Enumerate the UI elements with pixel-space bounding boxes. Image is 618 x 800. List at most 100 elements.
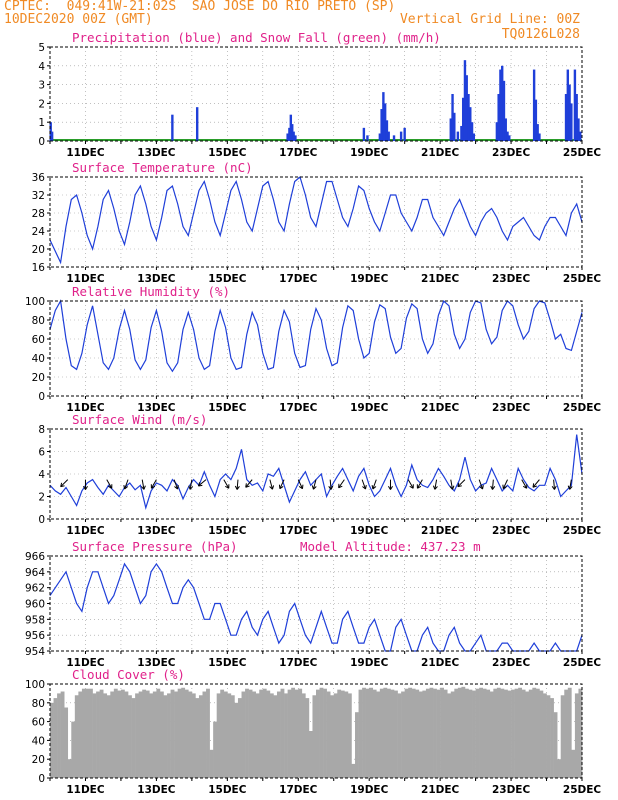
temp-ytick-label: 16 — [32, 262, 46, 274]
cloud-bar — [287, 689, 292, 778]
cloud-bar — [234, 702, 239, 778]
cloud-bar — [103, 693, 108, 778]
wind-arrow-head — [432, 485, 438, 490]
precip-bar — [286, 133, 289, 141]
cloud-bar — [124, 691, 129, 778]
cloud-xtick-label: 23DEC — [492, 784, 531, 796]
precip-bar — [291, 124, 294, 141]
pressure-ytick-label: 954 — [25, 646, 45, 658]
cloud-bar — [78, 691, 83, 778]
cloud-bar — [528, 689, 533, 778]
wind-xtick-label: 21DEC — [421, 525, 460, 537]
cloud-bar — [557, 759, 562, 778]
wind-arrow-head — [362, 485, 367, 490]
header-grid-note: Vertical Grid Line: 00Z — [399, 12, 580, 27]
cloud-bar — [117, 690, 122, 778]
cloud-bar — [248, 689, 253, 778]
cloud-bar — [486, 689, 491, 778]
precip-xtick-label: 17DEC — [279, 147, 318, 159]
precip-bar — [451, 94, 454, 141]
cloud-bar — [67, 759, 72, 778]
precip-xtick-label: 21DEC — [421, 147, 460, 159]
cloud-bar — [177, 688, 182, 778]
wind-arrow — [569, 479, 572, 490]
wind-arrow — [338, 479, 345, 489]
wind-arrow-head — [123, 485, 129, 490]
cloud-bar — [53, 698, 58, 778]
precip-bar — [382, 92, 385, 141]
pressure-xtick-label: 23DEC — [492, 657, 531, 669]
cloud-bar — [411, 688, 416, 778]
pressure-panel-annotation: Model Altitude: 437.23 m — [300, 539, 481, 554]
wind-panel-frame — [49, 428, 583, 520]
cloud-bar — [237, 698, 242, 778]
wind-arrow-head — [338, 483, 343, 489]
cloud-bar — [550, 698, 554, 778]
precip-bar — [366, 135, 369, 141]
cloud-bar — [521, 689, 526, 778]
wind-arrow — [532, 479, 540, 488]
cloud-bar — [284, 693, 288, 778]
wind-arrow — [407, 479, 414, 489]
pressure-panel-frame — [49, 555, 583, 652]
wind-arrow — [416, 479, 423, 489]
cloud-bar — [539, 690, 544, 778]
temp-xtick-label: 13DEC — [137, 273, 176, 285]
header-station: CPTEC: 049:41W-21:02S SAO JOSE DO RIO PR… — [4, 0, 396, 14]
precip-bar — [378, 133, 382, 141]
wind-arrow-head — [371, 485, 377, 490]
cloud-xtick-label: 11DEC — [66, 784, 105, 796]
cloud-bar — [135, 693, 139, 778]
cloud-bar — [511, 689, 515, 778]
temp-panel-frame — [49, 176, 583, 268]
precip-ytick-label: 0 — [38, 136, 45, 148]
precip-bar — [383, 103, 387, 141]
cloud-bar — [503, 689, 508, 778]
cloud-bar — [60, 691, 65, 778]
cloud-bar — [496, 687, 501, 778]
cloud-bar — [397, 693, 402, 778]
pressure-ytick-label: 960 — [25, 599, 45, 611]
cloud-bar — [443, 689, 448, 778]
cloud-ytick-label: 40 — [32, 735, 45, 747]
wind-arrow — [521, 479, 528, 489]
cloud-bar — [81, 688, 86, 778]
rh-xtick-label: 13DEC — [137, 402, 176, 414]
cloud-bar — [507, 690, 512, 778]
cloud-bar — [170, 689, 175, 778]
rh-ytick-label: 60 — [32, 334, 45, 346]
cloud-bar — [188, 691, 193, 778]
precip-bar — [534, 99, 538, 141]
rh-ytick-label: 100 — [25, 296, 45, 308]
wind-arrow — [372, 479, 377, 490]
wind-xtick-label: 25DEC — [563, 525, 602, 537]
temp-ytick-label: 20 — [32, 244, 45, 256]
cloud-bar — [408, 687, 413, 778]
rh-ytick-label: 80 — [32, 315, 45, 327]
wind-arrow-head — [278, 484, 284, 490]
precip-bar — [403, 127, 406, 141]
wind-arrow — [269, 479, 273, 490]
cloud-bar — [152, 691, 157, 778]
wind-ytick-label: 8 — [38, 424, 45, 436]
cloud-bar — [475, 688, 480, 778]
cloud-bar — [319, 687, 324, 778]
cloud-xtick-label: 25DEC — [563, 784, 602, 796]
header-date: 10DEC2020 00Z (GMT) — [4, 12, 153, 27]
cloud-ytick-label: 0 — [38, 773, 45, 785]
wind-arrow — [141, 479, 145, 490]
rh-xtick-label: 21DEC — [421, 402, 460, 414]
cloud-bar — [57, 693, 61, 778]
precip-bar — [399, 131, 403, 141]
cloud-bar — [262, 688, 267, 778]
cloud-bar — [500, 688, 505, 778]
wind-xtick-label: 13DEC — [137, 525, 176, 537]
cloud-bar — [120, 689, 125, 778]
temp-ytick-label: 32 — [32, 190, 45, 202]
wind-arrow — [329, 479, 332, 490]
cloud-bar — [351, 763, 356, 778]
pressure-ytick-label: 962 — [25, 583, 45, 595]
wind-ytick-label: 0 — [38, 514, 45, 526]
precip-bar — [463, 60, 467, 141]
wind-arrow — [106, 479, 113, 489]
